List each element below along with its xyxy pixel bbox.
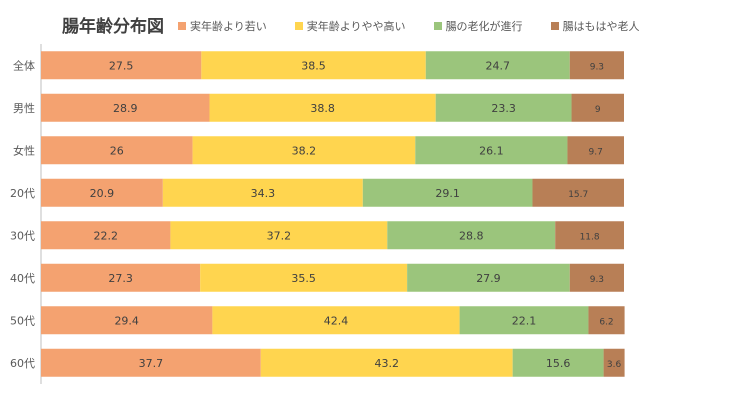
data-label: 15.6 xyxy=(546,357,571,370)
data-label: 27.5 xyxy=(109,59,134,72)
legend-swatch-young xyxy=(178,22,186,30)
category-label: 40代 xyxy=(10,272,35,285)
bar-segment xyxy=(201,51,426,80)
bar-segment xyxy=(407,263,570,292)
bar-segment xyxy=(162,178,363,207)
data-label: 38.2 xyxy=(292,144,317,157)
data-label: 6.2 xyxy=(599,317,613,327)
bar-segment xyxy=(170,221,388,250)
legend-item-aging: 腸の老化が進行 xyxy=(433,18,523,34)
legend-label-aging: 腸の老化が進行 xyxy=(445,20,523,33)
data-label: 29.4 xyxy=(114,314,139,327)
data-label: 28.9 xyxy=(113,102,138,115)
bar-segment xyxy=(387,221,556,250)
bar-segment xyxy=(425,51,570,80)
data-label: 37.7 xyxy=(139,357,164,370)
data-label: 23.3 xyxy=(491,102,516,115)
legend-label-young: 実年齢より若い xyxy=(190,20,267,33)
data-label: 34.3 xyxy=(251,187,276,200)
data-label: 20.9 xyxy=(90,187,115,200)
bar-segment xyxy=(569,263,624,292)
bar-segment xyxy=(569,51,624,80)
bar-segment xyxy=(209,93,436,122)
category-label: 20代 xyxy=(10,187,35,200)
data-label: 22.1 xyxy=(512,314,537,327)
data-label: 28.8 xyxy=(459,229,484,242)
data-label: 38.8 xyxy=(310,102,335,115)
data-label: 26 xyxy=(110,144,124,157)
data-label: 15.7 xyxy=(568,190,588,200)
category-label: 男性 xyxy=(13,101,35,115)
data-label: 43.2 xyxy=(374,357,399,370)
legend-swatch-aging xyxy=(433,22,442,30)
bar-segment xyxy=(567,136,624,165)
bar-segment xyxy=(415,136,568,165)
legend: 実年齢より若い 実年齢よりやや高い 腸の老化が進行 腸はもはや老人 xyxy=(178,18,668,34)
category-label: 女性 xyxy=(13,143,35,157)
bar-segment xyxy=(41,178,163,207)
legend-item-elderly: 腸はもはや老人 xyxy=(550,18,640,34)
bar-segment xyxy=(192,136,416,165)
bar-segment xyxy=(603,348,625,377)
bar-segment xyxy=(435,93,572,122)
bar-segment xyxy=(200,263,408,292)
data-label: 27.3 xyxy=(108,272,133,285)
bar-segment xyxy=(588,306,625,335)
bar-segment xyxy=(362,178,533,207)
data-label: 38.5 xyxy=(301,59,326,72)
legend-label-elderly: 腸はもはや老人 xyxy=(562,20,640,33)
bar-segment xyxy=(459,306,589,335)
data-label: 9.7 xyxy=(589,147,603,157)
data-label: 3.6 xyxy=(607,360,622,370)
legend-swatch-slightly-older xyxy=(294,22,303,30)
bar-segment xyxy=(41,348,261,377)
data-label: 37.2 xyxy=(267,229,292,242)
data-label: 35.5 xyxy=(291,272,316,285)
category-label: 60代 xyxy=(10,357,35,370)
category-label: 全体 xyxy=(13,58,35,72)
legend-item-young: 実年齢より若い xyxy=(178,18,267,34)
data-label: 9 xyxy=(595,105,601,115)
bar-segment xyxy=(41,263,201,292)
bar-segment xyxy=(41,93,210,122)
data-label: 29.1 xyxy=(435,187,460,200)
bar-segment xyxy=(41,221,171,250)
data-label: 9.3 xyxy=(590,62,604,72)
data-label: 22.2 xyxy=(93,229,118,242)
bar-segment xyxy=(41,136,193,165)
legend-item-slightly-older: 実年齢よりやや高い xyxy=(294,18,406,34)
data-label: 42.4 xyxy=(324,314,349,327)
bar-segment xyxy=(41,51,202,80)
data-label: 27.9 xyxy=(476,272,501,285)
legend-swatch-elderly xyxy=(550,22,559,30)
bar-segment xyxy=(571,93,624,122)
data-label: 9.3 xyxy=(590,275,604,285)
bar-segment xyxy=(41,306,213,335)
bar-segment xyxy=(512,348,604,377)
legend-label-slightly-older: 実年齢よりやや高い xyxy=(306,20,406,33)
data-label: 24.7 xyxy=(486,59,511,72)
bar-segment xyxy=(532,178,624,207)
bar-segment xyxy=(212,306,460,335)
bar-segment xyxy=(555,221,624,250)
bar-segment xyxy=(260,348,513,377)
category-label: 30代 xyxy=(10,229,35,242)
chart-title: 腸年齢分布図 xyxy=(62,17,164,37)
data-label: 26.1 xyxy=(479,144,504,157)
data-label: 11.8 xyxy=(580,232,600,242)
category-label: 50代 xyxy=(10,314,35,327)
